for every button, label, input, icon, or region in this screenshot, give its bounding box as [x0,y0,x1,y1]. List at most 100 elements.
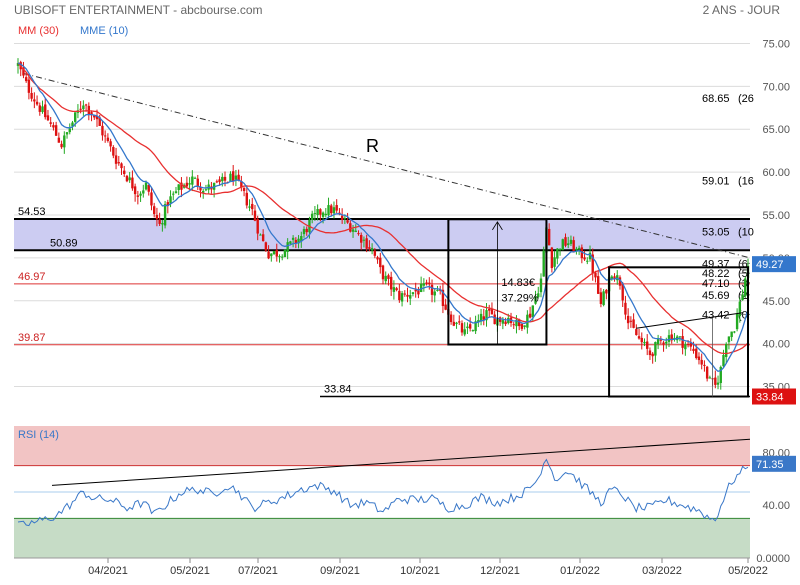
candle-body [370,248,374,251]
candle-body [460,323,464,333]
candle-body [558,248,562,250]
candle-body [387,275,390,279]
candle-body [436,289,439,291]
fib-label: 45.69 [702,290,730,302]
rsi-line [17,458,749,527]
price-tick-label: 75.00 [762,38,790,50]
price-tick-label: 40.00 [762,339,790,351]
candle-body [270,253,273,257]
candle-body [291,237,295,240]
candle-body [493,314,496,325]
x-tick-label: 10/2021 [400,565,440,577]
candle-body [346,220,349,223]
candle-body [223,176,227,181]
candle-body [68,128,71,133]
candle-body [199,187,202,191]
candle-body [466,326,469,329]
candle-body [531,305,535,318]
candle-body [139,193,142,196]
candle-body [114,155,118,164]
fib-label: 68.65 [702,93,730,105]
candle-body [596,276,600,294]
candle-body [158,219,161,224]
support-label: 33.84 [324,384,352,396]
candle-body [87,105,91,115]
candle-body [237,174,240,181]
candle-body [547,228,551,246]
candle-body [686,344,690,346]
candle-body [477,320,480,323]
rsi-title: RSI (14) [18,429,59,441]
candle-body [120,163,123,169]
x-axis: 04/2021 05/2021 07/2021 09/2021 10/2021 12/20… [14,557,768,577]
candle-body [667,335,671,342]
support-badge-label: 33.84 [756,392,784,404]
candle-body [128,177,131,181]
trend-line [23,72,751,259]
candle-body [106,137,110,141]
last-price-label: 49.27 [756,259,784,271]
legend-entry: MM (30) [18,25,59,37]
candle-body [643,341,646,344]
candle-body [621,283,624,301]
candle-body [517,319,521,327]
candle-body [57,137,61,143]
candle-body [283,249,287,257]
rsi-last-label: 71.35 [756,459,784,471]
candle-body [714,377,717,385]
candle-body [231,171,235,182]
candle-body [504,321,507,325]
candle-body [716,382,720,385]
candle-body [651,353,654,357]
candle-body [430,284,434,295]
candle-body [103,135,107,137]
candle-body [109,141,112,147]
candle-body [368,247,371,249]
candle-body [515,319,518,327]
candle-body [659,339,663,341]
candle-body [564,237,567,246]
x-tick-label: 07/2021 [238,565,278,577]
candle-body [49,122,52,124]
candle-body [256,218,259,234]
candle-body [591,254,594,274]
candle-body [22,67,25,76]
rsi-tick-label: 40.00 [762,500,790,512]
candle-body [16,63,20,66]
mme-10-line [17,62,749,373]
candle-body [41,106,44,113]
candle-body [567,243,570,246]
candle-body [294,239,298,244]
candle-body [395,288,398,291]
candle-body [433,291,436,296]
rsi-overbought-zone [14,426,750,466]
candle-body [52,125,55,128]
candle-body [46,115,50,121]
candle-body [172,193,175,195]
candle-body [191,176,194,185]
candle-body [95,115,99,120]
candle-body [586,260,589,262]
candle-body [310,213,314,220]
candle-body [485,310,488,321]
candle-body [670,334,673,341]
candle-body [38,105,41,112]
candle-body [332,207,336,214]
price-tick-label: 45.00 [762,296,790,308]
candle-body [330,205,333,214]
candle-body [727,336,731,343]
candle-body [569,239,573,244]
candle-body [65,132,69,135]
candle-body [74,112,77,122]
candle-body [144,182,148,190]
candle-body [656,339,660,345]
candle-body [539,278,543,293]
candle-body [695,348,698,359]
candle-body [169,196,172,204]
candle-body [403,293,406,295]
candle-body [414,289,417,292]
x-tick-label: 01/2022 [560,565,600,577]
candle-body [528,313,532,318]
x-tick-label: 12/2021 [480,565,520,577]
candle-body [488,308,491,311]
